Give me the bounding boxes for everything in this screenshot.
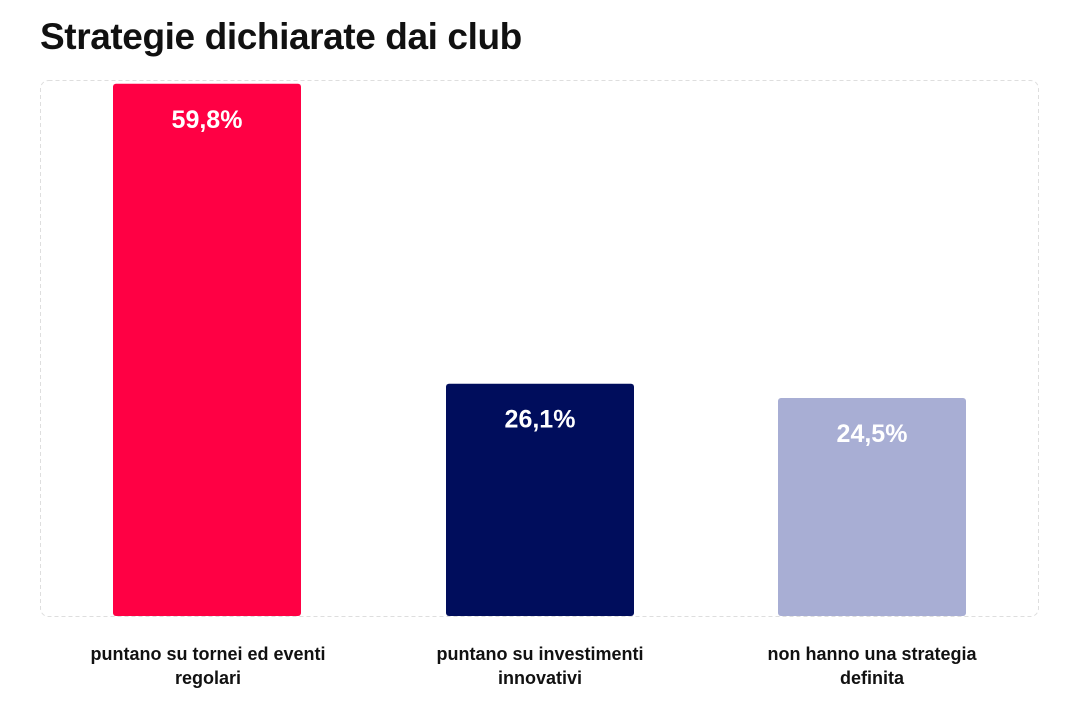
bar-3 <box>778 397 966 616</box>
category-label-tornei: puntano su tornei ed eventi regolari <box>90 644 326 688</box>
plot-frame <box>40 80 1039 617</box>
bar-value-label-1: 59,8% <box>172 106 243 134</box>
bar-value-label-3: 24,5% <box>837 420 908 448</box>
category-label-investimenti: puntano su investimenti innovativi <box>436 644 644 688</box>
bar-value-label-2: 26,1% <box>505 406 576 434</box>
chart-title: Strategie dichiarate dai club <box>40 16 522 57</box>
bars-layer: 59,8% 26,1% 24,5% <box>113 83 966 616</box>
bar-1 <box>113 83 301 616</box>
bar-2 <box>446 383 634 616</box>
category-label-nessuna-strategia: non hanno una strategia definita <box>767 644 977 688</box>
